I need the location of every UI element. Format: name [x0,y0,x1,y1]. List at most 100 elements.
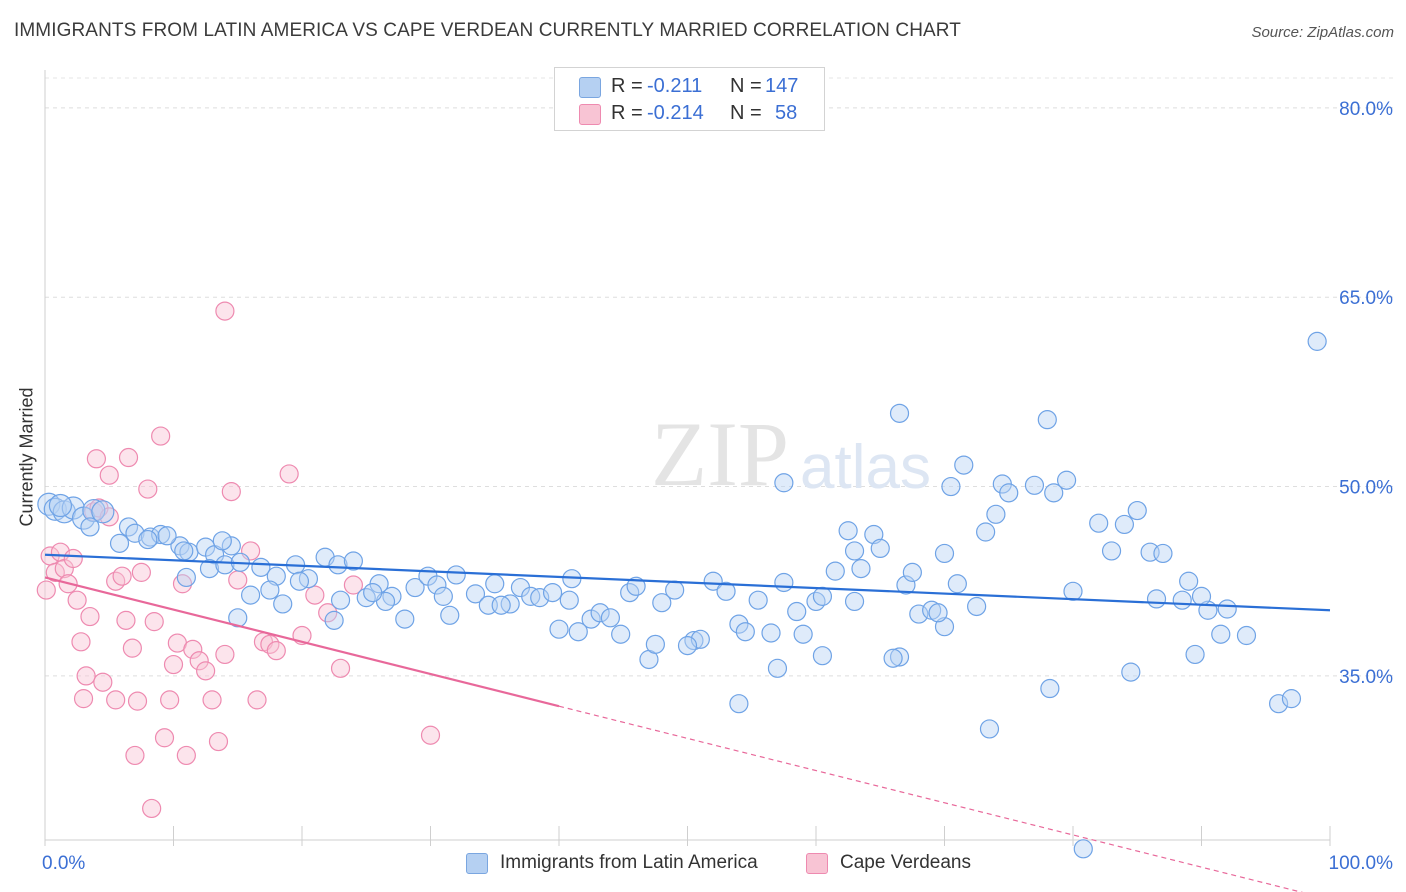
point-cape-verdeans [36,580,56,600]
point-cape-verdeans [202,690,222,710]
point-cape-verdeans [151,426,171,446]
point-latin-america [330,590,351,610]
point-latin-america [559,590,579,610]
point-latin-america [851,559,871,579]
point-latin-america [748,590,768,610]
legend-r-value: -0.214 [647,102,704,124]
trendline-cape-verdeans [44,576,560,708]
point-latin-america [909,604,929,624]
point-latin-america [806,591,826,612]
point-cape-verdeans [127,691,148,711]
point-latin-america [568,622,588,642]
legend-swatch-pink [579,104,601,125]
point-latin-america [1121,662,1141,682]
point-latin-america [157,526,177,546]
point-latin-america [405,577,425,598]
point-latin-america [289,571,310,591]
point-latin-america [1191,586,1212,606]
point-latin-america [328,555,348,575]
point-cape-verdeans [86,449,107,469]
point-latin-america [934,543,955,564]
point-latin-america [787,601,807,622]
bottom-legend-latin-america: Immigrants from Latin America [466,852,786,876]
point-latin-america [825,561,845,581]
point-latin-america [549,619,569,639]
x-tick-label: 100.0% [1329,853,1394,874]
point-cape-verdeans [99,465,119,485]
point-latin-america [343,551,363,571]
point-cape-verdeans [112,566,132,586]
legend-n-value: 147 [765,75,799,97]
point-latin-america [767,658,788,678]
trend-layer [44,553,1331,892]
point-latin-america [1236,625,1257,646]
point-latin-america [761,623,781,643]
point-cape-verdeans [247,690,267,710]
point-latin-america [199,559,220,579]
bottom-legend-label: Immigrants from Latin America [500,852,758,873]
point-cape-verdeans [76,666,96,686]
point-latin-america [703,571,723,591]
point-latin-america [1127,500,1147,521]
point-latin-america [1179,571,1199,591]
point-latin-america [976,522,996,542]
point-latin-america [151,524,171,545]
point-cape-verdeans [125,745,145,766]
point-latin-america [793,624,813,644]
point-latin-america [600,608,621,628]
point-latin-america [395,609,415,629]
bottom-legend-swatch-blue [466,853,488,874]
point-latin-america [774,473,794,493]
point-cape-verdeans [163,654,184,675]
point-cape-verdeans [228,570,248,590]
point-latin-america [883,648,903,668]
series-latin-america [37,331,1327,859]
point-cape-verdeans [330,658,351,678]
point-cape-verdeans [118,447,139,468]
point-latin-america [986,504,1006,524]
point-latin-america [1281,689,1302,709]
point-latin-america [947,574,967,594]
legend-row-latin-america: R = -0.211 N = 147 [555,74,824,100]
point-latin-america [1268,694,1289,714]
point-latin-america [260,580,280,600]
point-latin-america [611,624,631,644]
point-latin-america [1044,483,1064,503]
point-latin-america [1211,624,1231,644]
correlation-legend: R = -0.211 N = 147 R = -0.214 N = 58 [554,67,825,131]
y-tick-label: 80.0% [1339,99,1393,120]
point-cape-verdeans [266,641,286,661]
point-latin-america [870,538,890,559]
point-latin-america [1101,541,1122,561]
point-latin-america [440,605,460,625]
point-cape-verdeans [160,690,180,710]
point-cape-verdeans [142,798,162,819]
point-latin-america [91,500,115,524]
point-latin-america [1153,543,1173,564]
point-latin-america [590,603,610,623]
point-cape-verdeans [73,689,94,709]
legend-r-value: -0.211 [647,75,703,97]
point-latin-america [928,603,948,623]
point-cape-verdeans [154,728,175,748]
tick-labels: 35.0% 50.0% 65.0% 80.0% 0.0% 100.0% [42,99,1393,874]
point-latin-america [735,622,755,642]
legend-r-label: R = [611,75,643,97]
point-latin-america [665,580,685,600]
point-latin-america [491,595,511,615]
point-latin-america [138,529,158,550]
point-latin-america [356,588,376,608]
point-cape-verdeans [343,575,363,595]
point-latin-america [1089,513,1109,533]
point-latin-america [941,476,961,497]
point-cape-verdeans [189,651,209,671]
point-latin-america [1056,470,1077,490]
point-latin-america [530,588,550,608]
point-latin-america [896,575,916,595]
point-latin-america [979,719,1000,739]
point-latin-america [542,582,563,603]
point-cape-verdeans [80,606,100,627]
point-cape-verdeans [144,612,164,632]
point-latin-america [427,575,447,595]
